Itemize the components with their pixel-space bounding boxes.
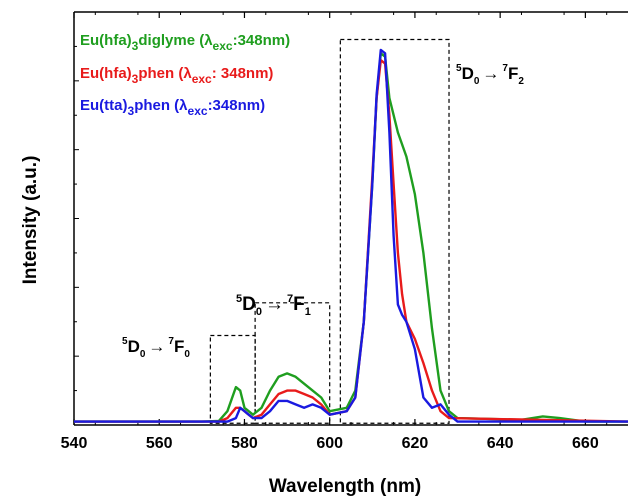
transition-label-part: 0 xyxy=(256,306,262,318)
x-tick-label: 560 xyxy=(146,435,173,452)
transition-label-part: 0 xyxy=(140,349,146,360)
legend-entry-2: Eu(tta)3phen (λexc:348nm) xyxy=(80,97,265,118)
transition-label-part: 7 xyxy=(502,63,508,74)
legend-text-part: : 348nm) xyxy=(212,65,274,82)
series-lines xyxy=(74,48,628,423)
transition-label-part: D xyxy=(128,337,140,356)
transition-label-part: 5 xyxy=(236,293,242,305)
legend-text-part: phen (λ xyxy=(138,65,192,82)
legend-text-part: Eu(hfa) xyxy=(80,65,132,82)
transition-label-part: F xyxy=(293,294,305,315)
transition-label-part: 2 xyxy=(518,76,524,87)
legend-entry-0: Eu(hfa)3diglyme (λexc:348nm) xyxy=(80,32,290,53)
transition-label-part: D xyxy=(462,64,474,83)
transition-label-part: 5 xyxy=(122,336,128,347)
box-d0-f2 xyxy=(339,38,450,424)
legend-text-part: :348nm) xyxy=(208,97,266,114)
legend-text-part: phen (λ xyxy=(134,97,188,114)
transition-label-2: 5D0 → 7F2 xyxy=(456,63,524,87)
transition-boxes xyxy=(209,38,450,424)
transition-label-1: 5D0 → 7F1 xyxy=(236,293,311,318)
transition-label-part: F xyxy=(174,337,184,356)
legend-text-part: 3 xyxy=(128,104,135,118)
legend-text-part: Eu(hfa) xyxy=(80,32,132,49)
series-line-1 xyxy=(74,59,628,423)
transition-label-part: 0 xyxy=(184,349,190,360)
transition-label-part: → xyxy=(265,294,284,315)
legend-text-part: 3 xyxy=(132,39,139,53)
x-tick-label: 660 xyxy=(572,435,599,452)
transition-label-part: → xyxy=(482,64,499,83)
transition-label-part: 7 xyxy=(287,293,293,305)
x-tick-label: 620 xyxy=(402,435,429,452)
transition-label-part: 1 xyxy=(305,306,311,318)
x-axis-title: Wavelength (nm) xyxy=(269,476,421,497)
legend-text-part: exc xyxy=(213,39,233,53)
transition-label-part: 7 xyxy=(168,336,174,347)
legend: Eu(hfa)3diglyme (λexc:348nm)Eu(hfa)3phen… xyxy=(80,32,290,118)
transition-label-part: 5 xyxy=(456,63,462,74)
x-tick-label: 640 xyxy=(487,435,514,452)
transition-label-part: F xyxy=(508,64,518,83)
transition-label-part: D xyxy=(242,294,256,315)
box-d0-f0 xyxy=(209,334,256,424)
x-axis: 540 560 580 600 620 640 660 xyxy=(61,12,608,452)
transition-label-part: → xyxy=(148,337,165,356)
y-axis-title: Intensity (a.u.) xyxy=(20,156,41,285)
legend-text-part: exc xyxy=(188,104,208,118)
transition-label-part: 0 xyxy=(474,76,480,87)
legend-text-part: exc xyxy=(192,72,212,86)
series-line-2 xyxy=(74,48,628,423)
legend-text-part: 3 xyxy=(132,72,139,86)
y-axis xyxy=(74,11,79,426)
legend-text-part: diglyme (λ xyxy=(138,32,213,49)
legend-text-part: Eu(tta) xyxy=(80,97,128,114)
legend-text-part: :348nm) xyxy=(233,32,291,49)
box-d0-f1 xyxy=(254,302,331,424)
x-tick-label: 540 xyxy=(61,435,88,452)
transition-label-0: 5D0 → 7F0 xyxy=(122,336,190,360)
legend-entry-1: Eu(hfa)3phen (λexc: 348nm) xyxy=(80,65,273,86)
x-tick-label: 600 xyxy=(316,435,343,452)
x-tick-label: 580 xyxy=(231,435,258,452)
